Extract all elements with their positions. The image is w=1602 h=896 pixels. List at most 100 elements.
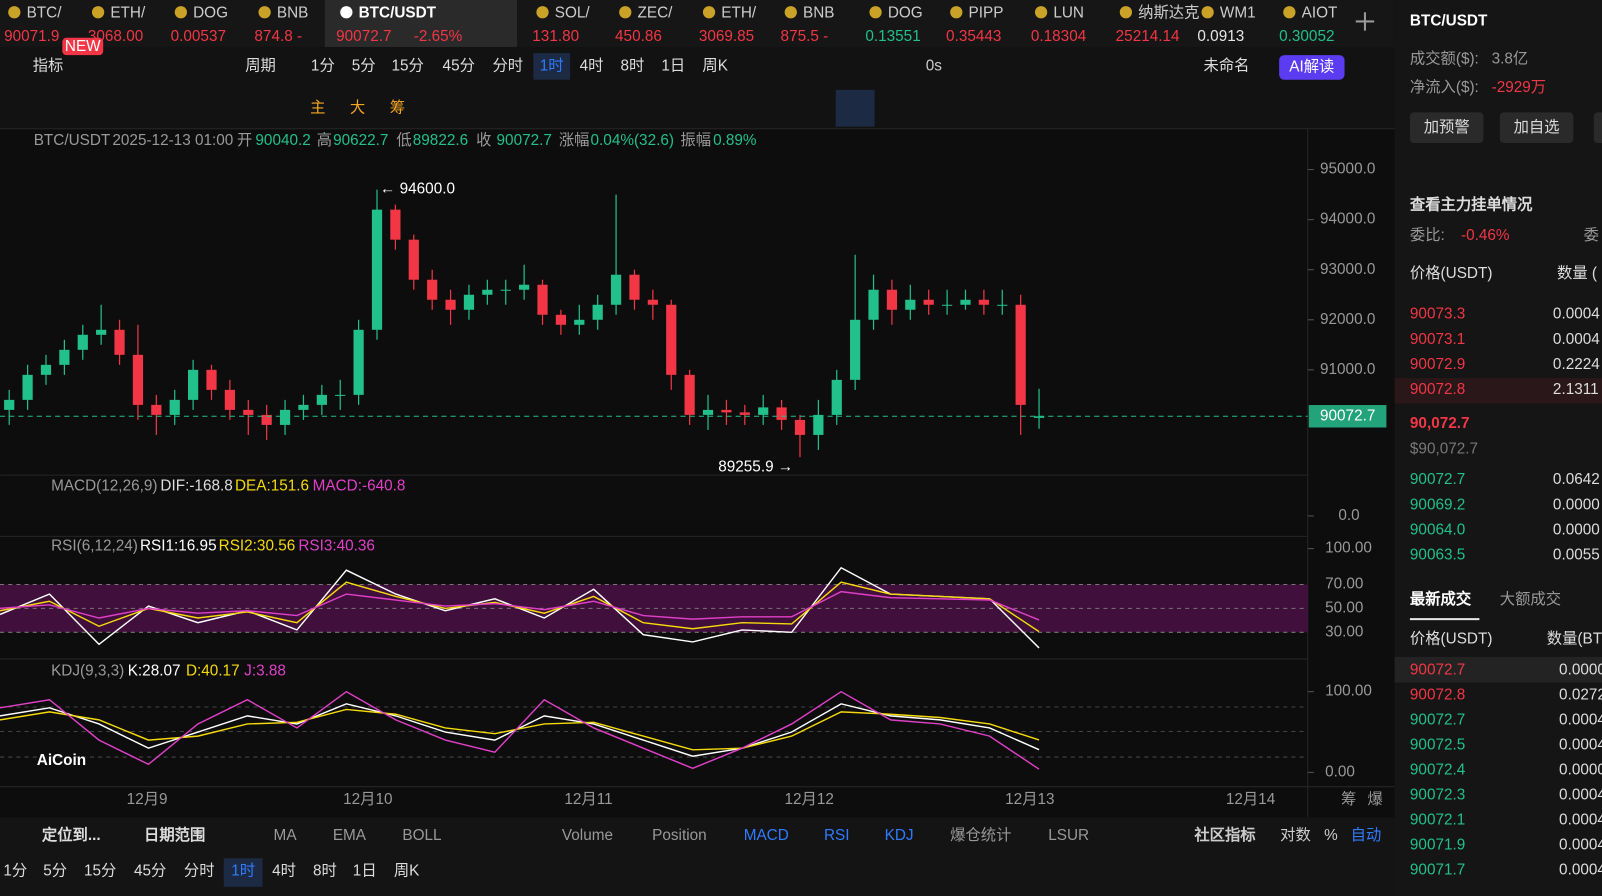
locate-button[interactable]: 定位到... — [42, 826, 101, 844]
tab-price[interactable]: 0.0913 — [1197, 28, 1244, 45]
tab-symbol[interactable]: ETH/ — [721, 4, 757, 21]
tab-symbol[interactable]: BTC/USDT — [359, 4, 437, 21]
period-menu[interactable]: 周期 — [245, 57, 276, 74]
indicator-toggle[interactable]: 爆仓统计 — [950, 826, 1011, 844]
side-button[interactable] — [1593, 112, 1602, 144]
period-button[interactable]: 45分 — [443, 57, 475, 74]
period-button[interactable]: 1分 — [311, 57, 335, 74]
bottom-period[interactable]: 1分 — [3, 863, 27, 880]
bottom-period[interactable]: 1日 — [353, 863, 377, 880]
layout-name[interactable]: 未命名 — [1204, 56, 1250, 74]
tab-symbol[interactable]: DOG — [888, 4, 923, 21]
indicator-toggle[interactable]: MACD — [744, 827, 789, 844]
period-button[interactable]: 5分 — [352, 57, 376, 74]
tab-symbol[interactable]: DOG — [193, 4, 228, 21]
active-period-bg — [533, 53, 571, 80]
bottom-period[interactable]: 1时 — [231, 863, 255, 880]
indicator-toggle[interactable]: MA — [274, 827, 298, 844]
tab-price[interactable]: 131.80 — [532, 28, 579, 45]
tab-price[interactable]: 874.8 - — [254, 28, 302, 45]
indicator-toggle[interactable]: RSI — [824, 827, 850, 844]
period-button[interactable]: 周K — [702, 57, 728, 74]
indicator-toggle[interactable]: Position — [652, 827, 706, 844]
axis-button[interactable]: 筹 — [1341, 791, 1356, 808]
tab-price[interactable]: 90071.9 — [4, 28, 59, 45]
bid-qty: 0.0055 — [1553, 546, 1600, 563]
bottom-period[interactable]: 5分 — [43, 863, 67, 880]
period-button[interactable]: 1时 — [540, 57, 564, 74]
indicator-button[interactable]: 指标 — [33, 57, 64, 74]
tab-price[interactable]: 0.13551 — [865, 28, 920, 45]
trade-qty: 0.0004 — [1559, 811, 1602, 828]
side-button-label[interactable]: 加自选 — [1514, 119, 1560, 136]
candle-body — [666, 304, 677, 375]
period-button[interactable]: 1日 — [661, 57, 685, 74]
period-button[interactable]: 4时 — [580, 57, 604, 74]
range-button[interactable]: 日期范围 — [144, 826, 205, 844]
bottom-period[interactable]: 45分 — [134, 863, 166, 880]
candle-body — [1033, 416, 1045, 418]
side-button[interactable] — [1499, 112, 1574, 144]
trade-header: 价格(USDT) — [1410, 631, 1493, 648]
ai-label[interactable]: AI解读 — [1289, 58, 1334, 75]
tab-price[interactable]: 0.00537 — [171, 28, 226, 45]
tab-price[interactable]: 0.35443 — [946, 28, 1001, 45]
candle-body — [776, 407, 787, 420]
tab-price[interactable]: 90072.7 — [336, 28, 391, 45]
tab-change[interactable]: -2.65% — [414, 28, 463, 45]
tab-price[interactable]: 450.86 — [615, 28, 662, 45]
candle-body — [427, 279, 438, 300]
indicator-toggle[interactable]: EMA — [333, 827, 367, 844]
tab-price[interactable]: 25214.14 — [1116, 28, 1180, 45]
community-indicators[interactable]: 社区指标 — [1193, 826, 1256, 844]
indicator-toggle[interactable]: Volume — [562, 827, 613, 844]
tab-symbol[interactable]: SOL/ — [555, 4, 591, 21]
tab-symbol[interactable]: 纳斯达克 — [1138, 4, 1199, 21]
auto-toggle[interactable]: 自动 — [1351, 827, 1382, 844]
tab-symbol[interactable]: PIPP — [969, 4, 1004, 21]
draw-tool[interactable]: 主 — [310, 99, 325, 116]
period-button[interactable]: 分时 — [492, 57, 523, 74]
bottom-period[interactable]: 分时 — [184, 863, 215, 880]
axis-button[interactable]: 爆 — [1368, 790, 1383, 808]
tab-symbol[interactable]: AIOT — [1302, 4, 1338, 21]
tab-price[interactable]: 875.5 - — [781, 28, 829, 45]
y-tick-label: 30.00 — [1325, 623, 1363, 640]
main-orders-link[interactable]: 查看主力挂单情况 — [1410, 195, 1533, 213]
bottom-period[interactable]: 15分 — [84, 863, 116, 880]
period-button[interactable]: 15分 — [391, 57, 423, 74]
side-button[interactable] — [1409, 112, 1484, 144]
indicator-toggle[interactable]: LSUR — [1048, 827, 1089, 844]
side-button-label[interactable]: 加预警 — [1424, 119, 1470, 136]
candle-body — [243, 409, 254, 415]
candle-body — [408, 239, 419, 280]
tab-symbol[interactable]: WM1 — [1220, 4, 1256, 21]
draw-tool[interactable]: 筹 — [390, 99, 405, 116]
period-button[interactable]: 8时 — [621, 57, 645, 74]
tab-price[interactable]: 0.30052 — [1279, 28, 1334, 45]
tab-symbol[interactable]: BNB — [803, 4, 835, 21]
tab-symbol[interactable]: BNB — [277, 4, 309, 21]
indicator-toggle[interactable]: BOLL — [402, 827, 441, 844]
tab-price[interactable]: 0.18304 — [1031, 28, 1087, 45]
log-toggle[interactable]: 对数 — [1280, 827, 1311, 844]
tab-symbol[interactable]: LUN — [1053, 4, 1084, 21]
tab-symbol[interactable]: ZEC/ — [638, 4, 674, 21]
rsi-line — [0, 590, 1040, 621]
tab-price[interactable]: 3069.85 — [699, 28, 754, 45]
bottom-period[interactable]: 4时 — [272, 863, 296, 880]
trade-tab[interactable]: 最新成交 — [1410, 590, 1472, 608]
percent-toggle[interactable]: % — [1324, 827, 1338, 844]
trade-tab[interactable]: 大额成交 — [1500, 590, 1561, 608]
bottom-period[interactable]: 8时 — [313, 863, 337, 880]
indicator-toggle[interactable]: KDJ — [885, 827, 914, 844]
trade-qty: 0.0000 — [1559, 761, 1602, 778]
tab-symbol[interactable]: BTC/ — [27, 4, 63, 21]
tab-symbol[interactable]: ETH/ — [110, 4, 146, 21]
badge — [62, 37, 104, 56]
bottom-period[interactable]: 周K — [394, 863, 420, 880]
ask-price: 90073.1 — [1410, 331, 1465, 348]
draw-tool[interactable]: 大 — [350, 99, 365, 116]
candle-body — [684, 374, 695, 415]
ai-button[interactable] — [1279, 55, 1345, 80]
